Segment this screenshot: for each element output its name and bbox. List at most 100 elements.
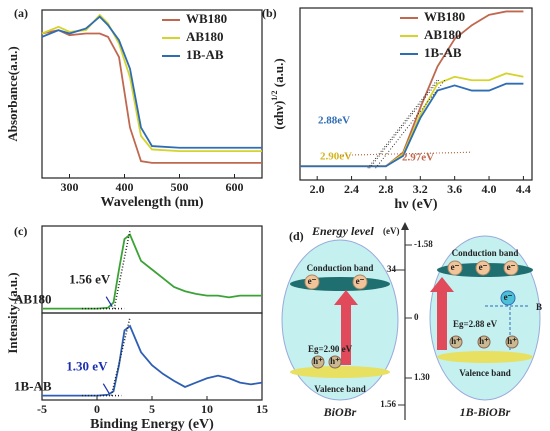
y-label-text: Absorbance(a.u.) [5, 46, 20, 141]
onset-label: 1.30 eV [66, 359, 108, 374]
legend-label: 1B-AB [424, 45, 462, 60]
x-tick-label: 3.2 [413, 182, 428, 196]
x-tick-label: 0 [94, 402, 100, 416]
electron-label: e⁻ [356, 276, 365, 286]
y-axis-label: Absorbance(a.u.) [5, 46, 20, 141]
excitation-arrow [430, 277, 454, 350]
energy-diagram: (d) Energy level (eV) -1.58 -1.34 0 1.30… [281, 222, 542, 420]
electron-label: e⁻ [504, 292, 513, 302]
data-line [41, 29, 262, 164]
intercept-label: 2.97eV [402, 152, 434, 164]
panel-label: (a) [14, 6, 28, 20]
x-axis-label: Binding Energy (eV) [90, 417, 214, 431]
series-label: AB180 [14, 292, 52, 307]
tangent-fit [369, 78, 440, 169]
hole-label: h⁺ [507, 336, 517, 346]
data-line [300, 82, 524, 168]
electron [500, 290, 516, 306]
x-tick-label: 2.0 [310, 182, 325, 196]
data-line [42, 324, 263, 397]
panel-label: (c) [14, 224, 27, 238]
y-label-sup: 1/2 [270, 90, 279, 100]
electron [503, 260, 519, 276]
impurity-label: B [536, 302, 542, 312]
x-tick-label: 3.6 [447, 182, 462, 196]
x-tick-label: 500 [171, 180, 189, 194]
band-label: Valence band [459, 368, 510, 378]
hole [328, 355, 342, 369]
x-tick-label: 15 [256, 402, 268, 416]
legend-label: AB180 [186, 29, 224, 44]
level-label: -1.58 [414, 239, 433, 249]
x-tick-label: 5 [149, 402, 155, 416]
panel-label: (d) [289, 229, 304, 243]
electron [304, 274, 320, 290]
band-label: Conduction band [307, 263, 374, 273]
y-label-text: (αhν) [271, 101, 286, 130]
level-label: 0 [414, 312, 419, 322]
x-tick-label: 2.4 [344, 182, 359, 196]
excitation-arrow [334, 290, 358, 365]
axis-arrow [401, 222, 409, 230]
hole [311, 355, 325, 369]
tangent-fit [375, 78, 446, 169]
data-line [42, 233, 262, 310]
baseline-fit [339, 151, 473, 156]
electron-label: e⁻ [507, 262, 516, 272]
valence-band [437, 351, 533, 363]
material-name: 1B-BiOBr [460, 405, 511, 419]
hole-label: h⁺ [479, 336, 489, 346]
y-label-unit: (a.u.) [271, 58, 286, 90]
x-tick-label: 10 [201, 402, 213, 416]
intercept-label: 2.88eV [318, 115, 350, 127]
band-label: Conduction band [452, 248, 519, 258]
hole [449, 335, 463, 349]
electron [447, 260, 463, 276]
level-label: -1.34 [377, 264, 396, 274]
panel-label: (b) [262, 6, 277, 20]
electron [352, 274, 368, 290]
axis-title: Energy level [311, 224, 374, 238]
level-label: 1.56 [380, 399, 396, 409]
x-tick-label: 300 [61, 180, 79, 194]
band-gap: Eg=2.88 eV [453, 319, 498, 329]
onset-arrow [102, 383, 110, 394]
band-label: Valence band [314, 384, 365, 394]
valence-band [290, 366, 390, 378]
electron-label: e⁻ [308, 276, 317, 286]
plot-frame [299, 7, 533, 181]
legend-label: WB180 [186, 11, 227, 26]
y-label-text: Intensity (a.u.) [5, 272, 20, 353]
electron-label: e⁻ [479, 262, 488, 272]
hole-label: h⁺ [330, 356, 340, 366]
hole [477, 335, 491, 349]
intercept-label: 2.90eV [320, 151, 352, 163]
material-name: BiOBr [323, 405, 357, 419]
y-axis-label: (αhν)1/2 (a.u.) [270, 58, 286, 129]
hole-label: h⁺ [313, 356, 323, 366]
axis-unit: (eV) [383, 226, 400, 236]
y-axis-label: Intensity (a.u.) [5, 272, 20, 353]
tangent-fit [367, 78, 439, 169]
legend-label: AB180 [424, 27, 462, 42]
hole-label: h⁺ [451, 336, 461, 346]
legend-label: WB180 [424, 9, 465, 24]
legend-label: 1B-AB [186, 47, 224, 62]
x-tick-label: 4.4 [516, 182, 531, 196]
electron [475, 260, 491, 276]
x-tick-label: 600 [226, 180, 244, 194]
onset-arrow [105, 296, 113, 307]
plot-frame [41, 9, 263, 179]
x-tick-label: 4.0 [482, 182, 497, 196]
electron-label: e⁻ [451, 262, 460, 272]
level-label: 1.30 [414, 372, 430, 382]
x-axis-label: hν (eV) [394, 197, 438, 212]
tangent-fit [113, 230, 131, 309]
onset-label: 1.56 eV [69, 272, 111, 287]
x-tick-label: 2.8 [378, 182, 393, 196]
data-line [41, 15, 262, 149]
x-tick-label: 400 [116, 180, 134, 194]
hole [505, 335, 519, 349]
x-axis-label: Wavelength (nm) [100, 195, 203, 210]
